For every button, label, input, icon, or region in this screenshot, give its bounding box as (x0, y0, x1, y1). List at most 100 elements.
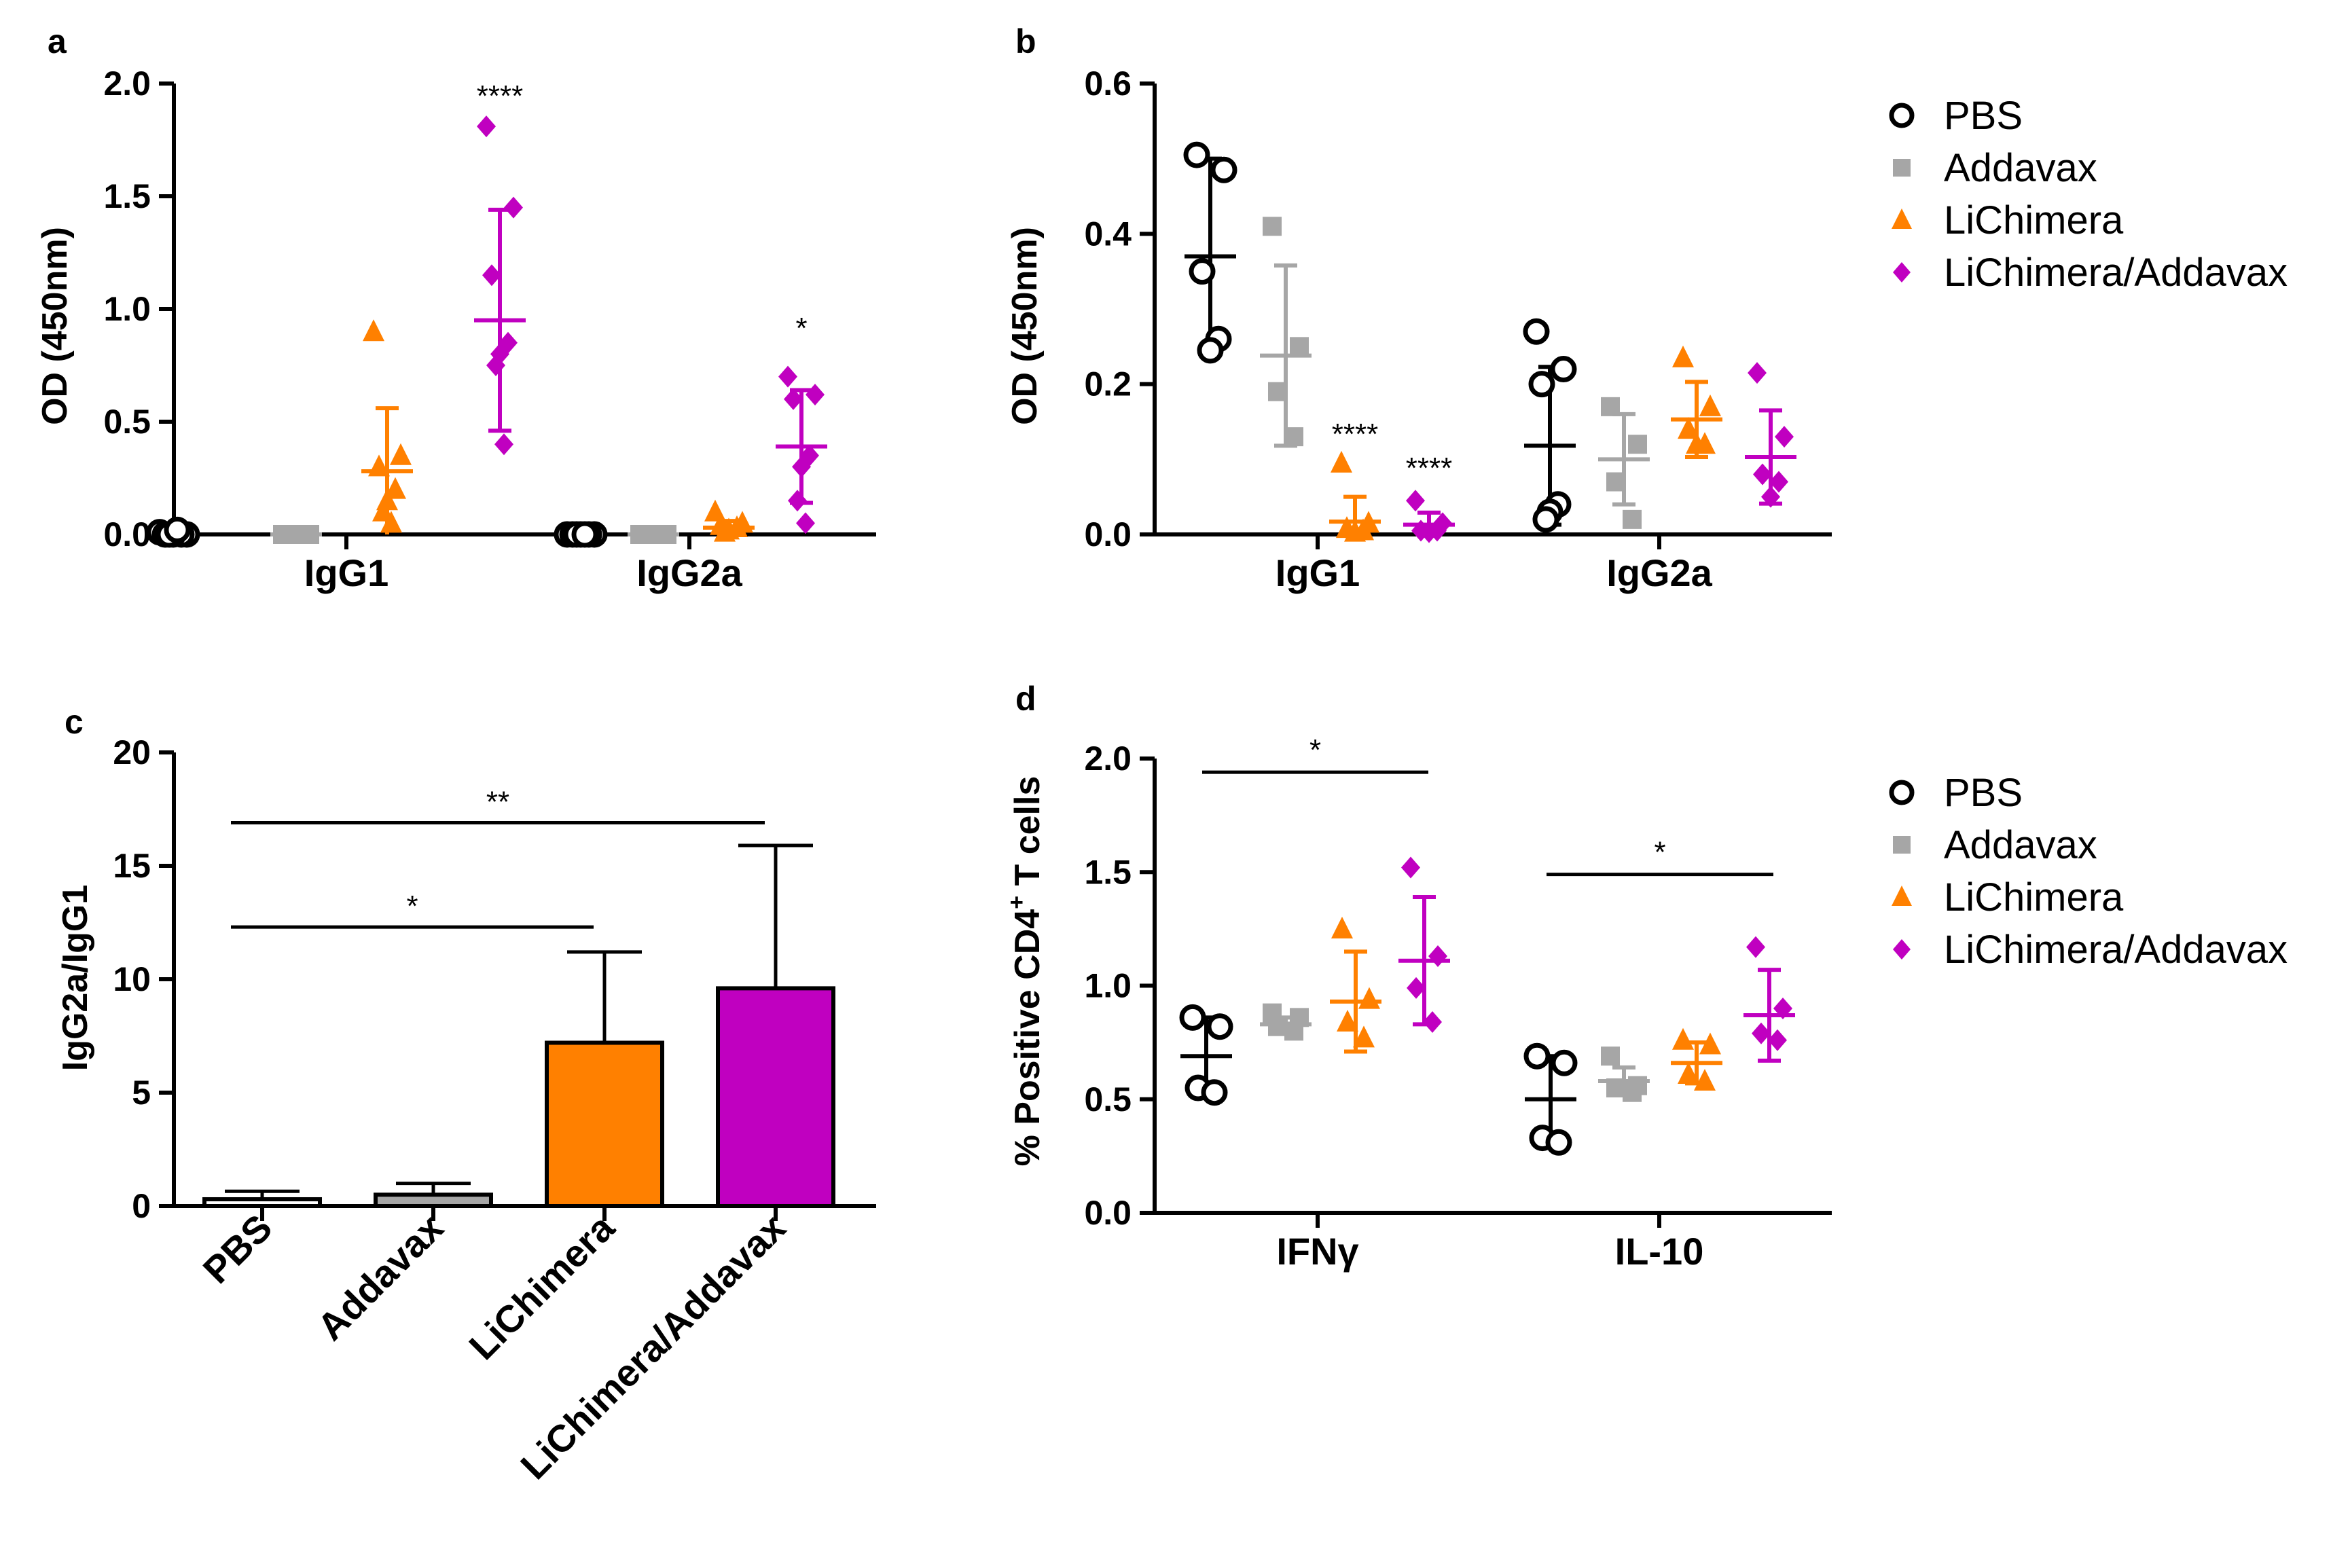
panel-b-category-label: IgG1 (1276, 551, 1360, 594)
panel-a-point (796, 512, 815, 534)
panel-a-ytick-label: 2.0 (103, 65, 151, 103)
panel-a-ytick-label: 1.0 (103, 290, 151, 328)
panel-c-bar (374, 1192, 493, 1209)
panel-b-point (1699, 394, 1721, 416)
panel-b-plot: 0.0 0.2 0.4 0.6 IgG1 IgG2a **** **** (1084, 65, 1832, 594)
panel-label-a: a (48, 22, 67, 60)
panel-d-point (1678, 1061, 1699, 1084)
panel-d-ytick-label: 1.0 (1084, 967, 1132, 1005)
panel-b-ytick-label: 0.0 (1084, 515, 1132, 553)
panel-d-point (1358, 987, 1380, 1009)
panel-d-point (1545, 1129, 1572, 1156)
legend-bottom-label: PBS (1944, 771, 2023, 815)
panel-b-point (1606, 472, 1625, 492)
panel-c-bar (716, 986, 835, 1208)
panel-b-point (1528, 371, 1555, 398)
legend-bottom-label: LiChimera/Addavax (1944, 928, 2288, 972)
legend-bottom-label: Addavax (1944, 823, 2097, 867)
legend-top-marker (1892, 208, 1912, 229)
panel-a-point (792, 456, 811, 478)
legend-top-marker (1893, 262, 1911, 282)
panel-b-ytick-label: 0.6 (1084, 65, 1132, 103)
panel-d-bracket-label: * (1654, 836, 1665, 869)
panel-d-point (1746, 936, 1765, 958)
legend-top-marker (1893, 159, 1911, 177)
panel-d-point (1773, 997, 1792, 1019)
panel-a-point (372, 499, 394, 522)
panel-b-point (1753, 463, 1772, 486)
panel-label-b: b (1015, 22, 1036, 60)
panel-a-point (164, 516, 191, 543)
panel-b-ytick-label: 0.2 (1084, 365, 1132, 403)
panel-label-d: d (1015, 680, 1036, 718)
legend-top-label: LiChimera/Addavax (1944, 251, 2288, 295)
panel-b-point (1550, 356, 1577, 383)
panel-a-point (482, 264, 501, 287)
panel-b-significance: **** (1406, 452, 1453, 485)
panel-d-ytick-label: 0.0 (1084, 1194, 1132, 1232)
panel-d-point (1672, 1027, 1694, 1050)
panel-b-point (1672, 345, 1694, 367)
panel-b-category-label: IgG2a (1606, 551, 1712, 594)
panel-c-bar (202, 1197, 322, 1208)
panel-a-point (788, 490, 807, 512)
panel-a-point (384, 477, 406, 499)
panel-b-point (1290, 337, 1309, 357)
panel-a-point (806, 384, 825, 406)
panel-b-point (1183, 141, 1210, 168)
panel-a-point (380, 511, 402, 533)
panel-a-significance: **** (477, 79, 524, 113)
legend-top-marker (1889, 103, 1915, 128)
panel-a-point (363, 319, 384, 342)
panel-a-point (714, 519, 736, 542)
panel-b-point (1761, 486, 1780, 508)
panel-d-ytick-label: 0.5 (1084, 1080, 1132, 1118)
panel-b-point (1210, 156, 1237, 183)
panel-b-ylabel: OD (450nm) (1005, 227, 1045, 425)
panel-d-point (1284, 1021, 1303, 1041)
panel-a-ytick-label: 0.5 (103, 403, 151, 441)
panel-d-ylabel-tail: T cells (1008, 776, 1047, 896)
panel-d-point (1401, 856, 1420, 879)
panel-b-point (1628, 435, 1647, 454)
panel-a-ytick-label: 0.0 (103, 515, 151, 553)
panel-a-point (295, 525, 314, 544)
panel-d-point (1206, 1013, 1233, 1040)
panel-a-point (486, 354, 505, 376)
panel-d-point (1428, 945, 1447, 968)
panel-a-point (390, 443, 412, 465)
panel-a-point (636, 525, 655, 544)
legend-bottom-marker (1893, 836, 1911, 854)
panel-a-point (278, 525, 297, 544)
panel-d-point (1337, 1010, 1358, 1032)
panel-c-ytick-label: 5 (132, 1074, 151, 1112)
panel-c-bracket-label: ** (486, 786, 509, 819)
panel-d-point (1623, 1082, 1642, 1102)
panel-a-point (368, 454, 390, 477)
legend-bottom-label: LiChimera (1944, 875, 2124, 919)
panel-d-point (1606, 1078, 1625, 1098)
panel-d-ytick-label: 2.0 (1084, 740, 1132, 778)
panel-d-ytick-label: 1.5 (1084, 853, 1132, 891)
panel-a-point (571, 521, 598, 548)
panel-b-point (1189, 258, 1216, 285)
panel-d-ylabel-main: % Positive CD4 (1008, 909, 1047, 1167)
legend-top-label: Addavax (1944, 146, 2097, 190)
panel-d-category-label: IL-10 (1615, 1230, 1704, 1273)
legend-top: PBS Addavax LiChimera LiChimera/Addavax (1889, 94, 2288, 295)
panel-b-point (1775, 426, 1794, 448)
legend-bottom: PBS Addavax LiChimera LiChimera/Addavax (1889, 771, 2288, 972)
panel-d-plot: 0.0 0.5 1.0 1.5 2.0 IFNγ IL-10 * * (1084, 733, 1832, 1273)
panel-b-point (1344, 519, 1366, 542)
panel-b-point (1678, 417, 1699, 439)
panel-b-point (1420, 521, 1439, 543)
panel-b-point (1523, 318, 1550, 345)
panel-a-point (477, 115, 496, 138)
panel-d-point (1201, 1079, 1228, 1106)
panel-d-point (1694, 1068, 1716, 1091)
panel-b-point (1769, 471, 1788, 493)
panel-c-ylabel: IgG2a/IgG1 (56, 885, 95, 1072)
